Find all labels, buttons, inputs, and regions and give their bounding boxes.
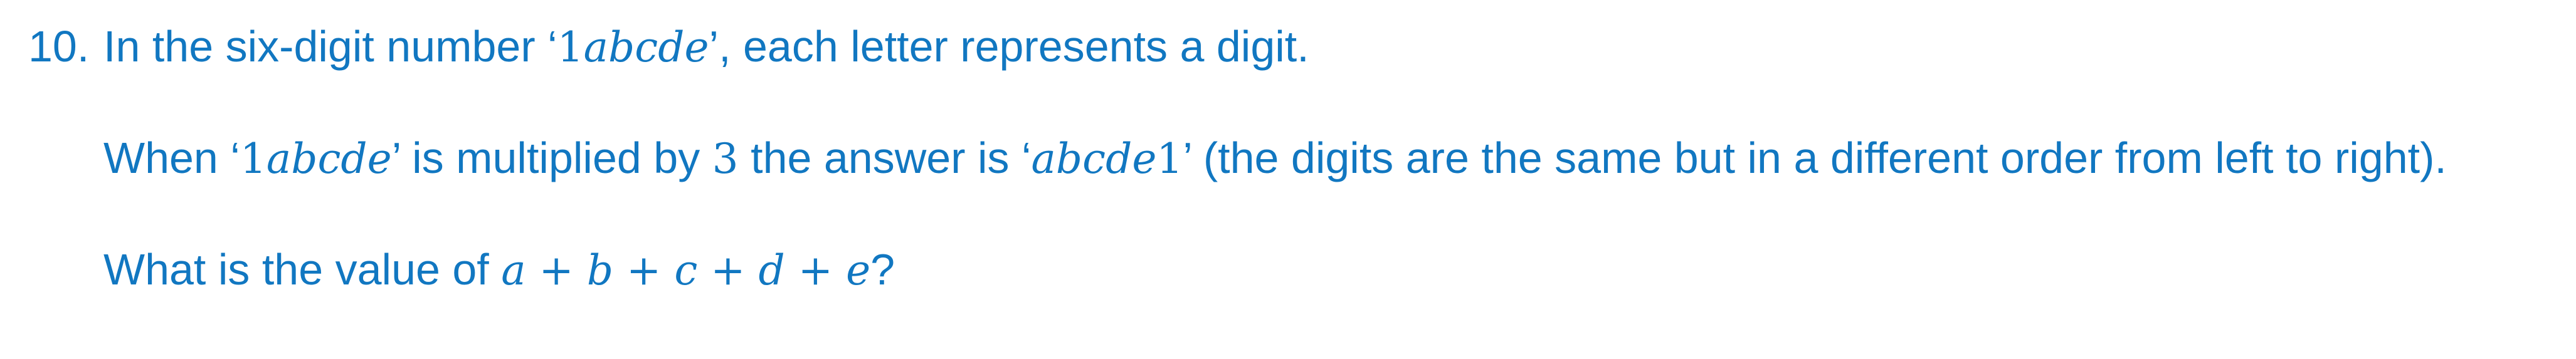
question-line-1: 10. In the six-digit number ‘1abcde’, eac… — [28, 19, 2562, 75]
line1-text-after: ’, each letter represents a digit. — [709, 22, 1309, 71]
line1-expression: abcde — [583, 23, 709, 71]
line2-prefix: When ‘ — [103, 133, 240, 182]
question-line-2: When ‘1abcde’ is multiplied by 3 the ans… — [28, 130, 2562, 187]
line2-expression-1: abcde — [266, 135, 392, 183]
line2-multiplier: 3 — [712, 135, 739, 183]
line3-suffix: ? — [870, 245, 895, 294]
line1-text-before: In the six-digit number ‘ — [103, 22, 557, 71]
line2-expression-2: abcde — [1031, 135, 1157, 183]
line2-digit-one-end: 1 — [1156, 135, 1183, 183]
question-10: 10. In the six-digit number ‘1abcde’, eac… — [28, 6, 2562, 298]
question-line-3: What is the value of a + b + c + d + e? — [28, 242, 2562, 298]
line2-suffix: ’ (the digits are the same but in a diff… — [1183, 133, 2447, 182]
line2-mid-2: the answer is ‘ — [738, 133, 1032, 182]
question-number: 10. — [28, 22, 90, 71]
line1-digit-one: 1 — [557, 23, 584, 71]
line3-prefix: What is the value of — [103, 245, 502, 294]
line3-expression: a + b + c + d + e — [501, 246, 871, 294]
line2-mid-1: ’ is multiplied by — [391, 133, 712, 182]
line2-digit-one: 1 — [240, 135, 267, 183]
